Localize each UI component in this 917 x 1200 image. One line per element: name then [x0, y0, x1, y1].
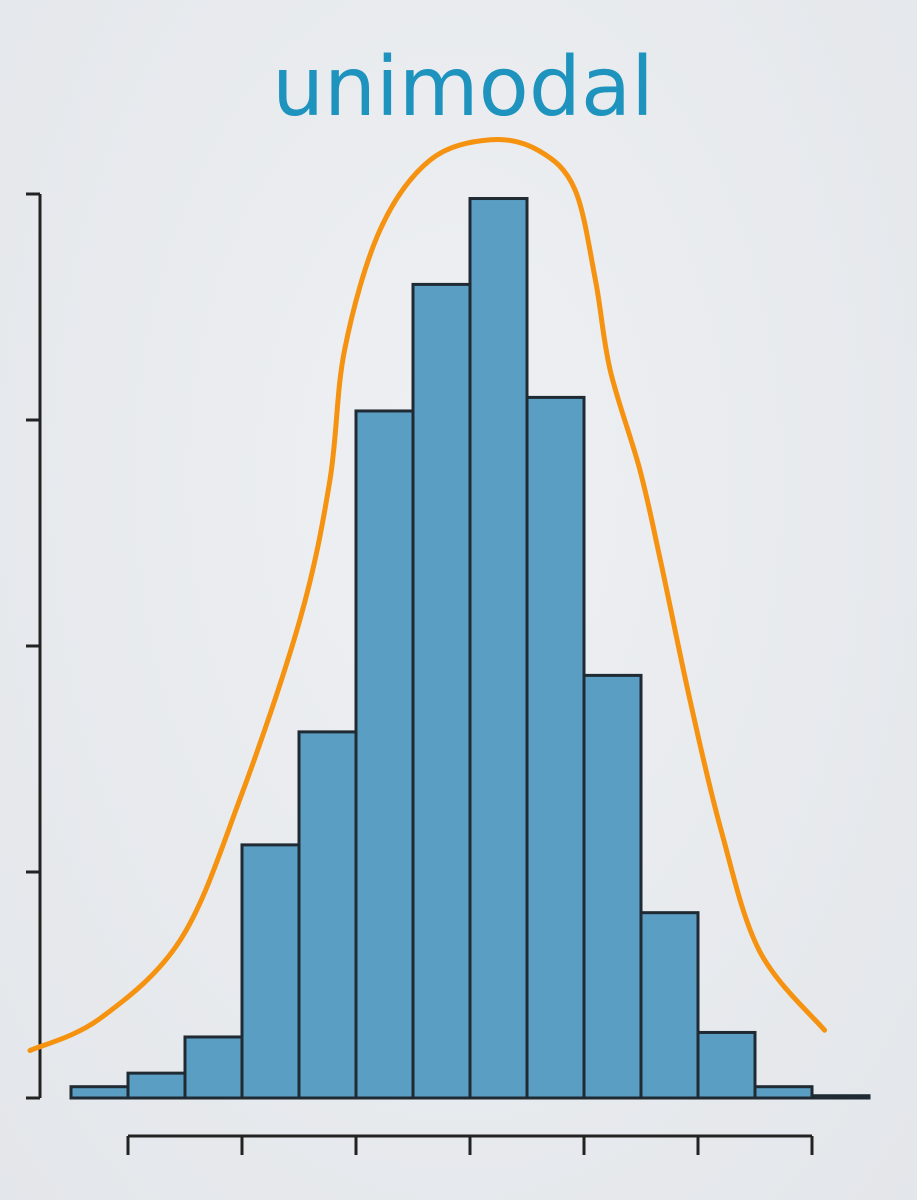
histogram-bar: [468, 197, 529, 1100]
histogram-bar: [354, 409, 415, 1100]
axes: [26, 192, 814, 1155]
histogram-bar: [126, 1071, 187, 1100]
chart-title: unimodal: [272, 40, 654, 135]
histogram-bar: [69, 1085, 130, 1100]
histogram-bar: [582, 673, 643, 1100]
histogram-bar: [639, 911, 700, 1100]
histogram-bar: [297, 730, 358, 1100]
histogram-bar: [240, 843, 301, 1100]
bars: [69, 197, 871, 1100]
histogram-bar: [753, 1085, 814, 1100]
density-curve: [27, 136, 828, 1054]
histogram-bar: [696, 1030, 757, 1100]
histogram-bar: [810, 1094, 871, 1100]
histogram-bar: [411, 282, 472, 1100]
histogram-bar: [525, 395, 586, 1100]
histogram-bar: [183, 1035, 244, 1100]
